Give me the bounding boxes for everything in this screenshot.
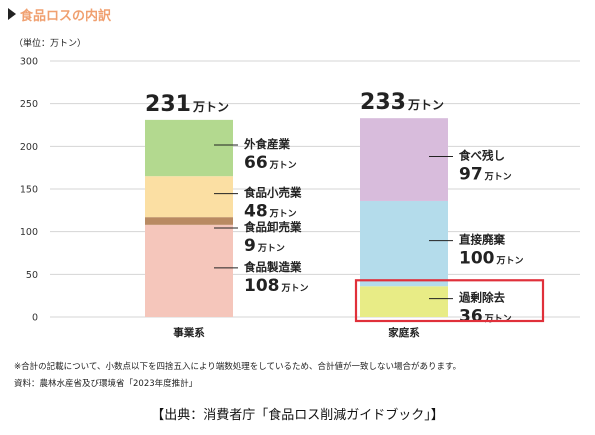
segment-name-label: 食品小売業 [244,186,302,200]
y-tick-label: 50 [26,270,38,281]
segment-value-label: 36 万トン [459,307,512,327]
y-tick-label: 0 [32,313,38,324]
bar-segment [145,217,233,225]
segment-name-label: 食品製造業 [244,260,302,274]
category-label: 家庭系 [388,326,420,339]
stacked-bar-chart: 0 50 100 150 200 250 300 食品製造業 108 万トン 食品卸売業 9 万トン 食品… [20,57,580,339]
total-value-label: 231 万トン [145,92,229,117]
triangle-marker-icon [8,8,16,20]
segment-name-label: 食品卸売業 [244,220,302,234]
bar-segment [360,118,448,201]
chart-title-text: 食品ロスの内訳 [20,8,112,24]
y-tick-label: 250 [20,99,38,110]
y-tick-label: 300 [20,57,38,68]
data-source-note: 資料：農林水産省及び環境省「2023年度推計」 [14,379,198,389]
source-citation: 【出典：消費者庁「食品ロス削減ガイドブック」】 [151,408,444,423]
segment-name-label: 直接廃棄 [459,233,505,247]
category-label: 事業系 [173,326,205,339]
highlight-frame [354,279,545,323]
segment-name-label: 食べ残し [459,149,505,163]
segment-name-label: 外食産業 [243,137,290,151]
segment-value-label: 9 万トン [244,236,285,256]
unit-label: （単位：万トン） [14,39,87,49]
segment-value-label: 48 万トン [244,202,297,222]
y-tick-label: 100 [20,227,38,238]
segment-value-label: 100 万トン [459,249,524,269]
chart-title: 食品ロスの内訳 [8,4,111,24]
y-tick-label: 200 [20,142,38,153]
rounding-note: ※合計の記載について、小数点以下を四捨五入により端数処理をしているため、合計値が… [14,362,462,372]
bar-segment [145,119,233,177]
bar-segment [360,200,448,287]
segment-value-label: 66 万トン [244,153,297,173]
y-tick-label: 150 [20,185,38,196]
segment-value-label: 108 万トン [244,276,309,296]
bar-segment [145,176,233,218]
segment-value-label: 97 万トン [459,165,512,185]
total-value-label: 233 万トン [360,90,444,115]
bar-segment [145,224,233,317]
bar-segment [360,286,448,317]
segment-name-label: 過剰除去 [458,291,505,305]
